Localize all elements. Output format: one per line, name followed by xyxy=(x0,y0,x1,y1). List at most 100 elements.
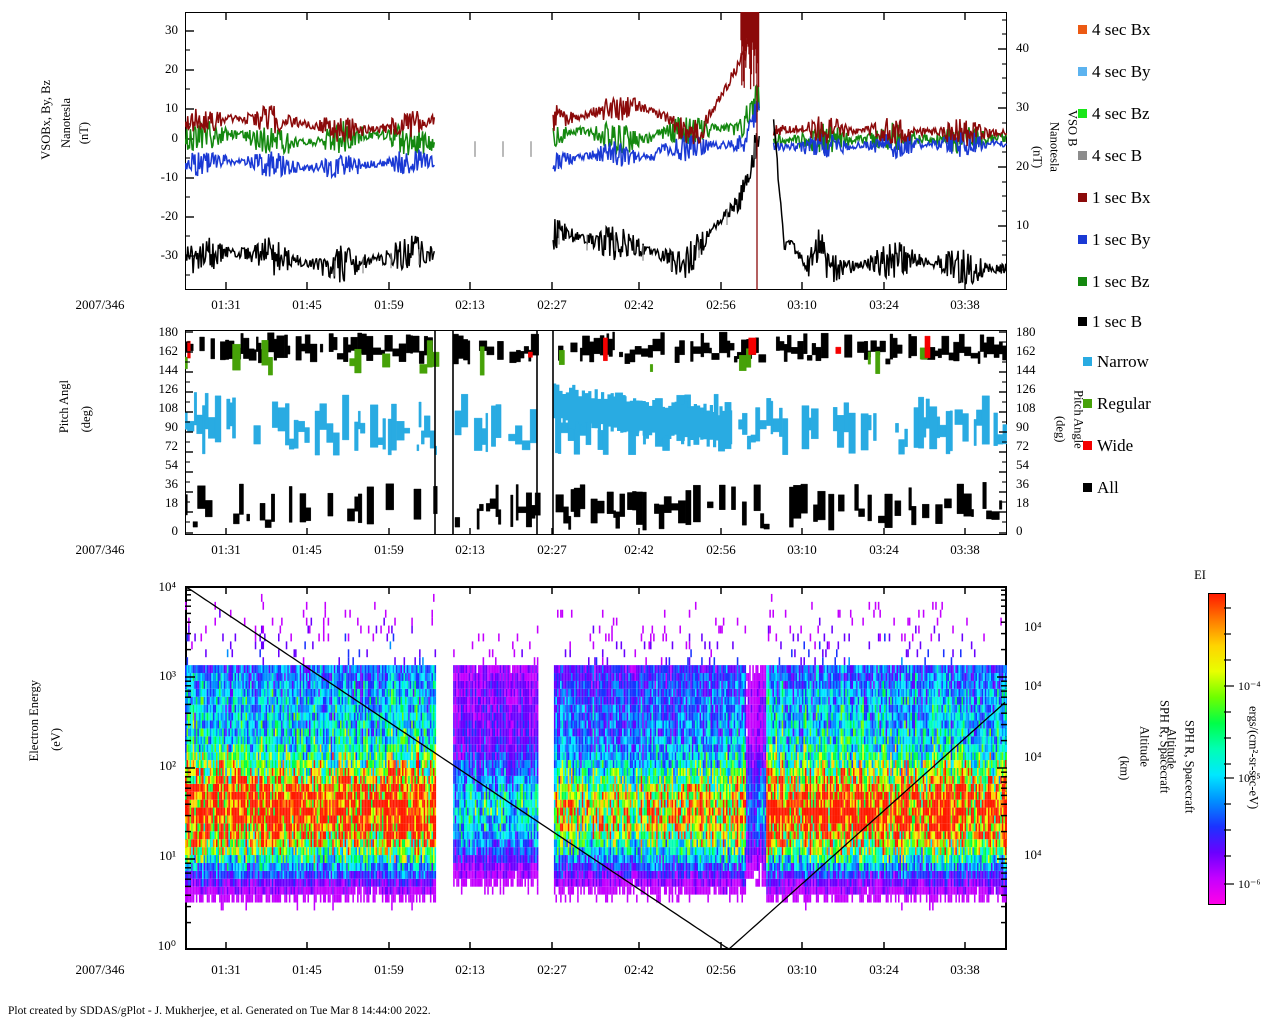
spectrogram-cell xyxy=(206,712,209,721)
spectrogram-cell xyxy=(194,807,196,816)
spectrogram-cell xyxy=(377,728,379,737)
spectrogram-cell xyxy=(247,855,249,863)
spectrogram-cell xyxy=(335,894,337,903)
spectrogram-cell xyxy=(340,799,342,808)
spectrogram-cell xyxy=(219,791,221,800)
spectrogram-cell xyxy=(276,728,278,737)
spectrogram-cell xyxy=(391,831,393,840)
spectrogram-cell xyxy=(367,831,370,840)
spectrogram-cell xyxy=(405,775,407,784)
spectrogram-cell xyxy=(433,815,435,824)
spectrogram-cell xyxy=(414,768,416,776)
spectrogram-cell xyxy=(403,791,406,800)
spectrogram-cell xyxy=(304,894,306,903)
spectrogram-cell xyxy=(369,870,371,879)
spectrogram-cell xyxy=(372,665,375,674)
spectrogram-cell xyxy=(333,688,336,697)
spectrogram-cell xyxy=(202,847,204,856)
spectrogram-cell xyxy=(395,696,398,705)
spectrogram-cell xyxy=(340,894,342,903)
spectrogram-cell xyxy=(186,847,189,856)
spectrogram-cell xyxy=(293,768,296,776)
spectrogram-cell xyxy=(357,886,359,895)
spectrogram-cell xyxy=(346,847,348,856)
spectrogram-cell xyxy=(211,696,213,705)
spectrogram-cell xyxy=(282,791,285,800)
spectrogram-cell xyxy=(426,799,429,808)
spectrogram-cell xyxy=(330,768,333,776)
spectrogram-cell xyxy=(276,673,278,681)
spectrogram-cell xyxy=(301,704,303,713)
spectrogram-cell xyxy=(262,839,265,848)
spectrogram-cell xyxy=(229,791,232,800)
p1-date-label: 2007/346 xyxy=(75,297,125,312)
spectrogram-cell xyxy=(415,760,418,768)
spectrogram-cell xyxy=(327,688,330,697)
spectrogram-cell xyxy=(380,688,382,697)
spectrogram-cell xyxy=(225,752,227,761)
spectrogram-cell xyxy=(336,870,339,879)
spectrogram-cell xyxy=(425,760,427,768)
spectrogram-cell xyxy=(185,680,187,689)
spectrogram-cell xyxy=(313,775,316,784)
spectrogram-cell xyxy=(271,878,274,887)
spectrogram-cell xyxy=(188,728,190,737)
spectrogram-cell xyxy=(247,744,249,753)
spectrogram-cell xyxy=(195,680,198,689)
spectrogram-cell xyxy=(408,768,410,776)
spectrogram-cell xyxy=(233,823,235,832)
spectrogram-cell xyxy=(211,752,213,761)
spectrogram-cell xyxy=(369,720,371,729)
spectrogram-cell xyxy=(422,680,424,689)
spectrogram-cell xyxy=(341,831,344,840)
spectrogram-cell xyxy=(313,870,316,879)
spectrogram-cell xyxy=(332,736,334,745)
spectrogram-cell xyxy=(388,870,390,879)
spectrogram-cell xyxy=(391,783,393,792)
spectrogram-cell xyxy=(338,870,340,879)
spectrogram-cell xyxy=(192,665,195,674)
spectrogram-cell xyxy=(228,712,230,721)
spectrogram-cell xyxy=(222,799,224,808)
spectrogram-cell xyxy=(383,768,385,776)
spectrogram-cell xyxy=(380,823,382,832)
spectrogram-cell xyxy=(408,744,410,753)
spectrogram-cell xyxy=(360,720,362,729)
spectrogram-cell xyxy=(330,775,333,784)
spectrogram-cell xyxy=(265,831,268,840)
spectrogram-cell xyxy=(412,799,415,808)
spectrogram-cell xyxy=(389,815,392,824)
spectrogram-cell xyxy=(299,862,302,871)
spectrogram-cell xyxy=(236,823,238,832)
spectrogram-cell xyxy=(388,744,390,753)
spectrogram-cell xyxy=(237,744,240,753)
spectrogram-cell xyxy=(301,799,303,808)
spectrogram-cell xyxy=(375,688,378,697)
spectrogram-cell xyxy=(240,688,243,697)
spectrogram-cell xyxy=(264,760,266,768)
spectrogram-cell xyxy=(332,791,334,800)
spectrogram-cell xyxy=(395,665,398,674)
spectrogram-cell xyxy=(321,704,323,713)
spectrogram-cell xyxy=(188,760,190,768)
spectrogram-cell xyxy=(211,673,213,681)
spectrogram-cell xyxy=(400,807,402,816)
spectrogram-cell xyxy=(366,799,368,808)
spectrogram-cell xyxy=(428,728,430,737)
spectrogram-cell xyxy=(278,870,280,879)
spectrogram-cell xyxy=(239,799,241,808)
spectrogram-cell xyxy=(197,855,199,863)
spectrogram-cell xyxy=(279,855,282,863)
spectrogram-cell xyxy=(257,878,260,887)
spectrogram-cell xyxy=(357,712,359,721)
spectrogram-cell xyxy=(217,736,220,745)
spectrogram-cell xyxy=(333,744,336,753)
spectrogram-cell xyxy=(335,847,337,856)
spectrogram-cell xyxy=(321,775,323,784)
spectrogram-cell xyxy=(288,673,291,681)
spectrogram-cell xyxy=(209,862,212,871)
spectrogram-cell xyxy=(250,680,252,689)
spectrogram-cell xyxy=(406,760,409,768)
spectrogram-cell xyxy=(223,886,226,895)
spectrogram-cell xyxy=(264,696,266,705)
